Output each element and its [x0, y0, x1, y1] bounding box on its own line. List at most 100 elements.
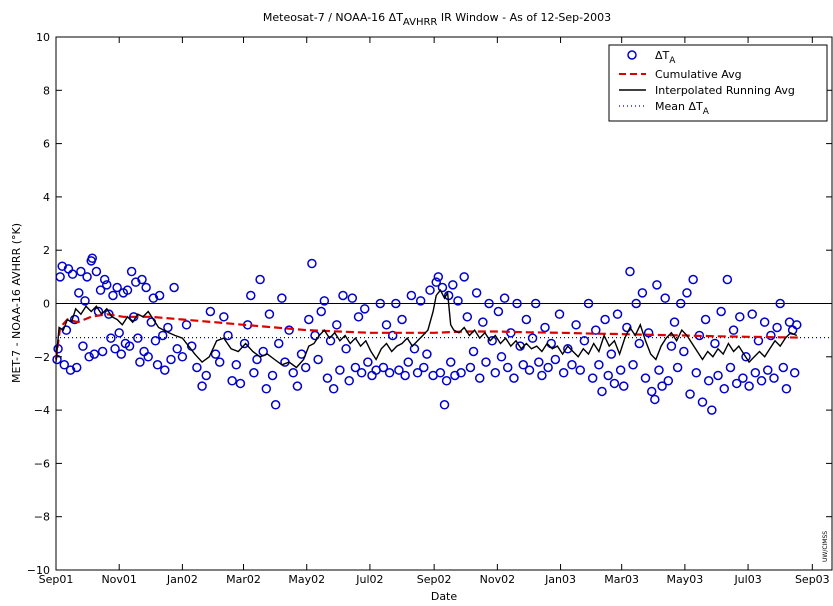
scatter-point [625, 266, 635, 277]
scatter-point [563, 344, 573, 354]
scatter-point [205, 306, 216, 317]
scatter-point [478, 317, 488, 327]
x-tick-label: Mar02 [226, 573, 261, 586]
x-tick-label: Sep01 [39, 573, 74, 586]
scatter-point [716, 306, 726, 317]
scatter-point [509, 373, 519, 383]
x-tick-label: Sep02 [417, 573, 452, 586]
scatter-point [738, 373, 748, 383]
legend-label-mean: Mean ΔTA [655, 100, 710, 117]
scatter-point [487, 336, 497, 346]
scatter-point [166, 354, 176, 365]
y-tick-label: −2 [34, 351, 50, 364]
scatter-point [231, 360, 242, 370]
scatter-point [465, 362, 476, 373]
scatter-point [422, 349, 432, 359]
scatter-point [59, 360, 70, 370]
scatter-point [91, 266, 102, 277]
scatter-point [591, 325, 601, 335]
scatter-point [518, 360, 529, 370]
scatter-point [493, 306, 504, 317]
legend-label-scatter: ΔTA [655, 49, 676, 66]
scatter-point [634, 338, 645, 349]
scatter-point [571, 320, 581, 330]
scatter-point [781, 384, 792, 394]
scatter-point [652, 280, 662, 290]
scatter-point [713, 370, 723, 381]
scatter-point [550, 354, 561, 365]
scatter-point [78, 341, 88, 351]
scatter-point [697, 397, 708, 407]
y-tick-label: 10 [36, 31, 50, 44]
x-tick-label: Nov02 [480, 573, 515, 586]
scatter-point [102, 280, 112, 290]
running-avg-line [55, 288, 798, 369]
scatter-point [594, 360, 604, 370]
scatter-point [691, 368, 702, 378]
scatter-point [292, 381, 303, 391]
scatter-point [135, 357, 145, 367]
scatter-point [597, 386, 607, 397]
scatter-point [600, 314, 610, 325]
scatter-point [415, 296, 426, 306]
scatter-point [660, 293, 670, 303]
scatter-point [197, 381, 207, 391]
scatter-point [99, 274, 110, 285]
scatter-point [703, 376, 714, 386]
x-tick-label: May03 [667, 573, 704, 586]
scatter-point [722, 274, 733, 285]
scatter-point [530, 298, 541, 309]
scatter-point [227, 376, 237, 386]
scatter-point [261, 384, 272, 394]
scatter-point [735, 312, 745, 322]
scatter-point [76, 266, 86, 277]
scatter-point [792, 320, 802, 330]
scatter-point [527, 333, 538, 343]
scatter-point [264, 309, 275, 319]
scatter-point [471, 288, 482, 298]
scatter-point [391, 298, 401, 309]
scatter-point [603, 370, 613, 381]
scatter-point [359, 304, 370, 314]
x-tick-label: Sep03 [795, 573, 830, 586]
scatter-point [387, 330, 398, 341]
scatter-point [381, 320, 392, 330]
scatter-point [378, 362, 389, 373]
scatter-point [772, 322, 782, 333]
scatter-point [502, 362, 513, 373]
scatter-point [433, 272, 444, 282]
scatter-point [55, 272, 65, 282]
scatter-point [137, 274, 147, 285]
x-tick-label: Jan02 [166, 573, 198, 586]
credit-label: UW/CIMSS [822, 531, 829, 562]
scatter-point [384, 368, 395, 378]
scatter-point [663, 376, 674, 386]
scatter-point [192, 362, 202, 373]
scatter-point [719, 384, 730, 394]
scatter-point [288, 368, 299, 378]
scatter-point [126, 266, 137, 277]
scatter-point [425, 285, 435, 295]
scatter-point [316, 306, 326, 317]
x-axis: Sep01 Nov01 Jan02 Mar02 May02 Jul02 Sep02 Nov02… [39, 37, 830, 586]
scatter-point [615, 365, 626, 375]
scatter-point [579, 336, 590, 346]
scatter-point [277, 293, 287, 303]
scatter-point [89, 349, 100, 359]
scatter-point [154, 290, 165, 301]
scatter-point [328, 384, 339, 394]
scatter-point [300, 362, 311, 373]
scatter-point [412, 368, 423, 378]
scatter-point [587, 373, 598, 383]
scatter-point [214, 357, 225, 367]
scatter-point [741, 352, 751, 362]
scatter-point [84, 352, 94, 362]
scatter-point [456, 368, 466, 378]
y-tick-label: 2 [43, 244, 50, 257]
scatter-point [160, 365, 170, 375]
scatter-point [249, 368, 259, 378]
scatter-point [759, 317, 770, 327]
scatter-point [150, 336, 161, 346]
scatter-point [707, 405, 717, 415]
